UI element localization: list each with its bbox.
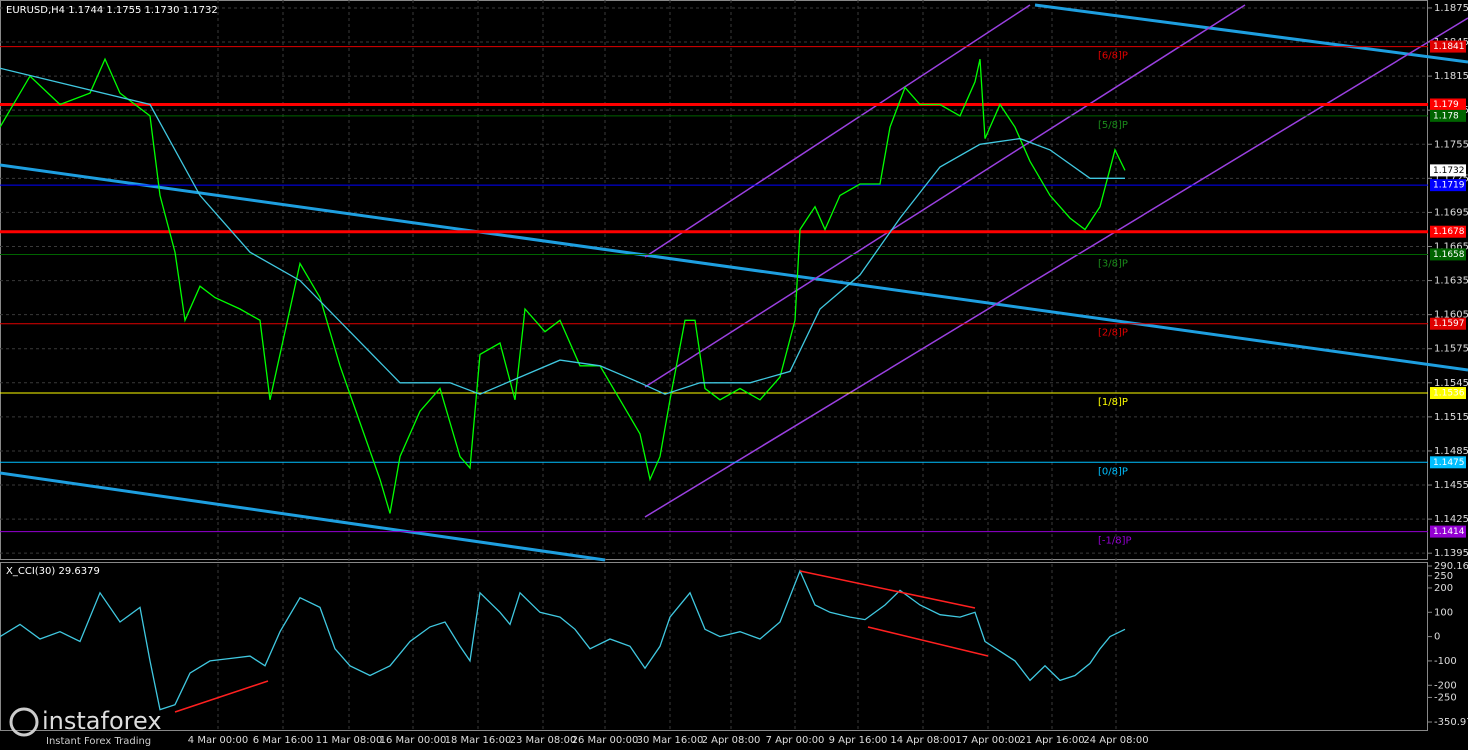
price-tag-label: 1.1719: [1433, 181, 1465, 191]
x-tick-label: 16 Mar 00:00: [380, 735, 447, 746]
x-tick-label: 11 Mar 08:00: [316, 735, 383, 746]
series-line: [0, 569, 1126, 711]
y-tick-label: 1.1725: [1434, 173, 1468, 184]
trend-line: [0, 471, 606, 562]
price-tag: [1430, 317, 1466, 330]
price-tag-label: 1.178: [1433, 111, 1459, 121]
y-tick-label: 0: [1434, 632, 1440, 643]
trend-lines: [0, 3, 1468, 562]
y-tick-label: -100: [1434, 656, 1457, 667]
x-tick-label: 6 Mar 16:00: [253, 735, 313, 746]
y-tick-label: 250: [1434, 571, 1453, 582]
current-price-label: 1.1732: [1433, 166, 1465, 176]
y-tick-label: 1.1755: [1434, 139, 1468, 150]
trend-line: [1034, 3, 1468, 64]
price-tag-label: 1.1678: [1433, 227, 1465, 237]
y-tick-label: 1.1815: [1434, 71, 1468, 82]
logo: instaforex Instant Forex Trading: [9, 707, 162, 747]
price-tag: [1430, 525, 1466, 538]
symbol-header: EURUSD,H4 1.1744 1.1755 1.1730 1.1732: [6, 5, 218, 16]
y-tick-label: 1.1425: [1434, 514, 1468, 525]
murrey-label: [5/8]P: [1098, 120, 1128, 131]
x-tick-label: 17 Apr 00:00: [955, 735, 1020, 746]
price-tag: [1430, 179, 1466, 192]
price-tag-label: 1.1475: [1433, 458, 1465, 468]
series-line: [0, 57, 1126, 514]
y-tick-label: 1.1695: [1434, 207, 1468, 218]
price-tag: [1430, 40, 1466, 53]
murrey-label: [3/8]P: [1098, 258, 1128, 269]
series-line: [0, 67, 1125, 395]
price-tag: [1430, 109, 1466, 122]
divergence-line: [799, 570, 976, 609]
x-tick-label: 7 Apr 00:00: [766, 735, 825, 746]
x-tick-label: 23 Mar 08:00: [510, 735, 577, 746]
price-tag: [1430, 248, 1466, 261]
cci-pane-border: [0, 562, 1428, 731]
y-tick-label: 1.1485: [1434, 446, 1468, 457]
current-price-tag: [1430, 164, 1466, 177]
grid: [0, 0, 1428, 730]
x-tick-label: 14 Apr 08:00: [890, 735, 955, 746]
murrey-label: [-1/8]P: [1098, 536, 1132, 547]
divergence-line: [867, 626, 989, 657]
price-tag-label: 1.1658: [1433, 250, 1465, 260]
axes: 1.13951.14251.14551.14851.15151.15451.15…: [188, 3, 1468, 746]
y-tick-label: 1.1515: [1434, 412, 1468, 423]
x-tick-label: 30 Mar 16:00: [637, 735, 704, 746]
logo-tagline: Instant Forex Trading: [46, 736, 151, 747]
y-tick-label: -250: [1434, 692, 1457, 703]
cci-title: X_CCI(30) 29.6379: [6, 566, 100, 577]
price-tag: [1430, 387, 1466, 400]
murrey-label: [2/8]P: [1098, 328, 1128, 339]
x-tick-label: 2 Apr 08:00: [702, 735, 761, 746]
x-tick-label: 18 Mar 16:00: [445, 735, 512, 746]
divergence: [174, 570, 989, 713]
price-tag-label: 1.1536: [1433, 389, 1465, 399]
murrey-label: [0/8]P: [1098, 466, 1128, 477]
y-tick-label: 1.1635: [1434, 276, 1468, 287]
trend-line: [0, 163, 1468, 372]
x-tick-label: 21 Apr 16:00: [1019, 735, 1084, 746]
y-tick-label: 1.1875: [1434, 3, 1468, 14]
y-tick-label: 1.1455: [1434, 480, 1468, 491]
divergence-line: [174, 680, 269, 713]
murrey-label: [6/8]P: [1098, 51, 1128, 62]
y-tick-label: -200: [1434, 680, 1457, 691]
y-tick-label: 100: [1434, 607, 1453, 618]
x-tick-label: 4 Mar 00:00: [188, 735, 248, 746]
x-tick-label: 9 Apr 16:00: [829, 735, 888, 746]
x-tick-label: 26 Mar 00:00: [572, 735, 639, 746]
price-tag: [1430, 456, 1466, 469]
y-tick-label: 290.1656: [1434, 561, 1468, 572]
price-tag-label: 1.1597: [1433, 319, 1465, 329]
y-tick-label: 1.1545: [1434, 378, 1468, 389]
price-pane-border: [0, 0, 1428, 560]
series: [0, 57, 1126, 711]
y-tick-label: 200: [1434, 583, 1453, 594]
price-tag-label: 1.1841: [1433, 42, 1465, 52]
y-tick-label: 1.1395: [1434, 548, 1468, 559]
levels: [6/8]P [5/8]P [3/8]P [2/8]P [1/8]P [0/8]P [-1/…: [0, 46, 1428, 547]
price-tag-label: 1.1414: [1433, 527, 1465, 537]
channel-line: [644, 17, 1468, 518]
price-tag: [1430, 98, 1466, 111]
murrey-label: [1/8]P: [1098, 397, 1128, 408]
y-tick-label: -350.973: [1434, 717, 1468, 728]
price-tag-label: 1.179: [1433, 100, 1459, 110]
y-tick-label: 1.1605: [1434, 310, 1468, 321]
y-tick-label: 1.1665: [1434, 241, 1468, 252]
x-tick-label: 24 Apr 08:00: [1083, 735, 1148, 746]
logo-name: instaforex: [42, 707, 162, 735]
y-tick-label: 1.1575: [1434, 344, 1468, 355]
price-tag: [1430, 225, 1466, 238]
logo-icon: [9, 707, 39, 737]
